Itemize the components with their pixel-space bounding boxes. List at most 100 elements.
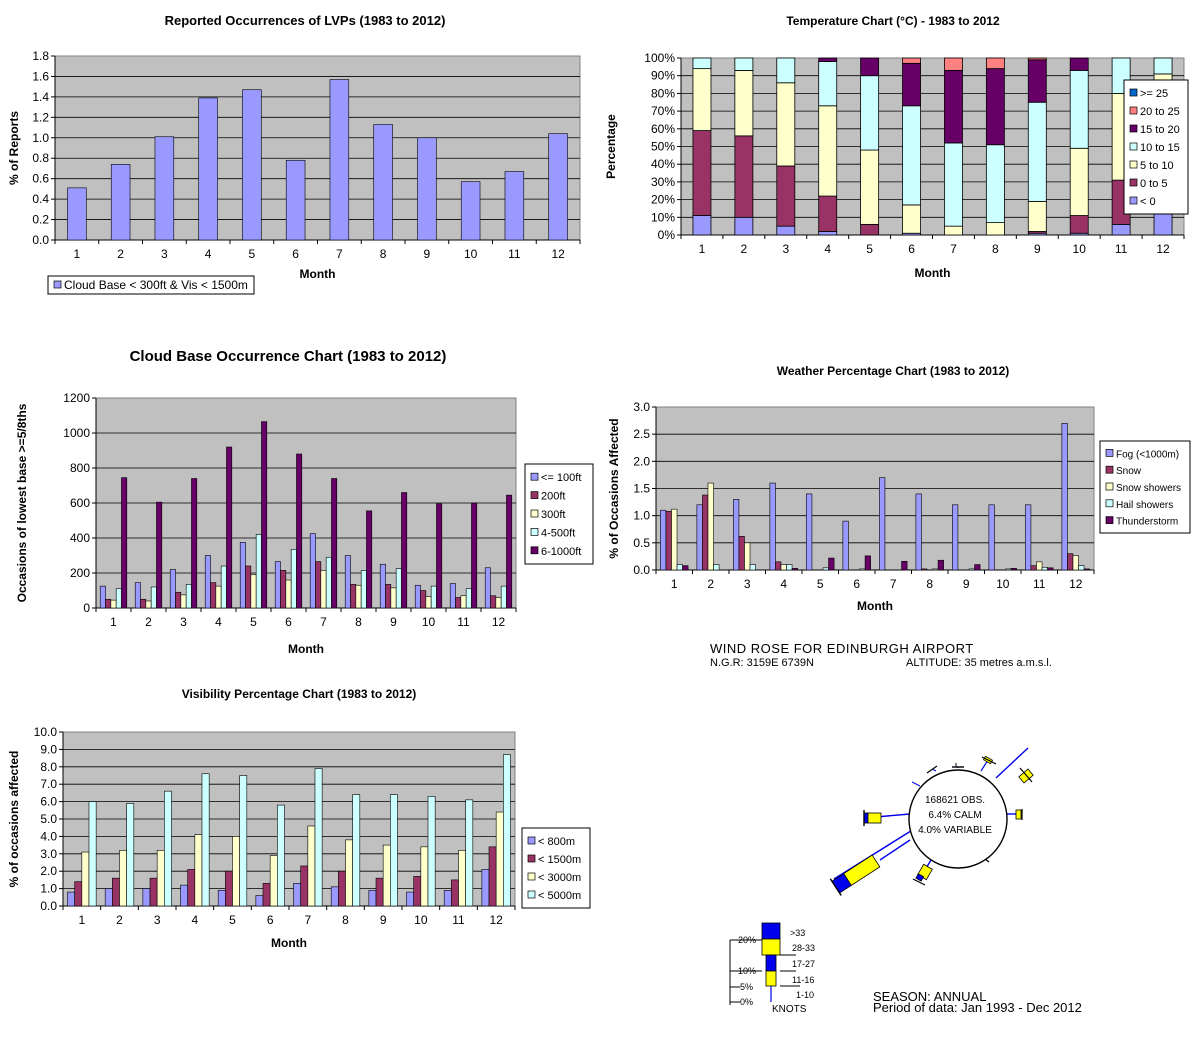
wind-rose-arm-nw — [911, 781, 921, 787]
legend-swatch — [1105, 499, 1114, 508]
y-tick-label: 50% — [651, 140, 675, 154]
bar — [81, 851, 90, 907]
bar — [375, 877, 384, 907]
bar — [225, 870, 233, 907]
bar-segment — [1153, 57, 1173, 75]
bar — [344, 555, 351, 609]
wind-rose-title: WIND ROSE FOR EDINBURGH AIRPORT — [710, 641, 974, 656]
bar — [968, 568, 975, 571]
x-tick-label: 7 — [890, 577, 897, 591]
bar-segment — [692, 130, 712, 216]
bar — [226, 446, 233, 609]
bar — [329, 79, 350, 241]
legend-swatch — [527, 872, 536, 881]
bar-segment — [776, 82, 796, 167]
x-tick-label: 2 — [117, 247, 124, 261]
bar — [198, 97, 218, 241]
x-tick-label: 8 — [355, 615, 362, 629]
x-tick-label: 9 — [390, 615, 397, 629]
legend-label: < 1500m — [538, 854, 581, 866]
bar — [460, 181, 481, 241]
bar — [465, 799, 474, 907]
y-tick-label: 0.8 — [32, 151, 49, 165]
legend-label: 20 to 25 — [1140, 106, 1180, 118]
bar-segment — [692, 215, 712, 236]
y-tick-label: 2.5 — [633, 427, 650, 441]
x-tick-label: 10 — [414, 913, 428, 927]
y-tick-label: 1.0 — [32, 131, 49, 145]
bar — [828, 557, 835, 571]
x-tick-label: 1 — [699, 242, 706, 256]
bar — [791, 568, 798, 571]
bar — [350, 584, 357, 609]
x-axis-label: Month — [300, 267, 336, 281]
bar — [1036, 561, 1043, 571]
bar — [325, 556, 332, 609]
legend-label: Thunderstorm — [1116, 517, 1178, 528]
bar-segment — [1069, 147, 1089, 216]
y-tick-label: 100% — [644, 51, 675, 65]
speed-class-1: 28-33 — [792, 943, 815, 953]
y-tick-label: 90% — [651, 69, 675, 83]
bar — [937, 559, 944, 571]
bar — [1041, 566, 1048, 571]
bar — [330, 886, 339, 907]
x-tick-label: 1 — [74, 247, 81, 261]
bar — [169, 569, 176, 609]
x-tick-label: 2 — [707, 577, 714, 591]
bar — [175, 591, 182, 609]
wind-rose-arm-ssw — [912, 863, 933, 886]
y-tick-label: 0.2 — [32, 213, 49, 227]
bar — [320, 570, 327, 609]
bar — [660, 509, 667, 571]
bar-segment — [902, 105, 921, 206]
bar — [864, 555, 871, 571]
bar — [744, 542, 751, 571]
bar — [368, 890, 377, 907]
bar — [786, 564, 793, 571]
bar — [210, 582, 217, 609]
y-tick-label: 60% — [651, 122, 675, 136]
scale-tick-0: 0% — [740, 997, 753, 1007]
y-tick-label: 3.0 — [633, 400, 650, 414]
bar — [156, 501, 163, 609]
legend — [1099, 440, 1191, 534]
bar — [191, 478, 198, 609]
bar — [780, 564, 787, 571]
x-axis-label: Month — [915, 266, 951, 280]
bar — [988, 504, 995, 571]
x-tick-label: 6 — [853, 577, 860, 591]
legend-label: < 0 — [1140, 196, 1156, 208]
y-tick-label: 9.0 — [40, 742, 57, 756]
bar-segment — [1069, 57, 1089, 71]
bar — [401, 492, 408, 609]
bar — [285, 159, 306, 241]
bar-segment — [860, 223, 880, 236]
bar-segment — [776, 165, 796, 227]
bar — [74, 881, 83, 907]
bar-segment — [818, 231, 838, 236]
bar — [414, 584, 421, 609]
bar — [733, 499, 740, 571]
bar — [879, 477, 886, 571]
x-tick-label: 1 — [671, 577, 678, 591]
y-tick-label: 1.6 — [32, 69, 49, 83]
bar — [455, 597, 462, 609]
bar-segment — [734, 57, 754, 71]
bar — [932, 568, 939, 571]
y-axis-label: % of occasions affected — [7, 751, 21, 888]
bar — [217, 890, 226, 907]
bar — [1025, 504, 1032, 571]
chart-title: Temperature Chart (°C) - 1983 to 2012 — [786, 14, 1000, 28]
legend-swatch — [1105, 516, 1114, 524]
bar-segment — [985, 144, 1005, 224]
x-tick-label: 4 — [780, 577, 787, 591]
bar — [194, 834, 203, 907]
bar-segment — [734, 69, 754, 137]
bar — [385, 584, 392, 609]
temperature-chart: Temperature Chart (°C) - 1983 to 2012 0% 1… — [604, 14, 1189, 280]
bar — [156, 850, 165, 907]
bar — [88, 801, 97, 907]
legend-swatch — [1129, 106, 1138, 115]
bar — [504, 171, 525, 241]
